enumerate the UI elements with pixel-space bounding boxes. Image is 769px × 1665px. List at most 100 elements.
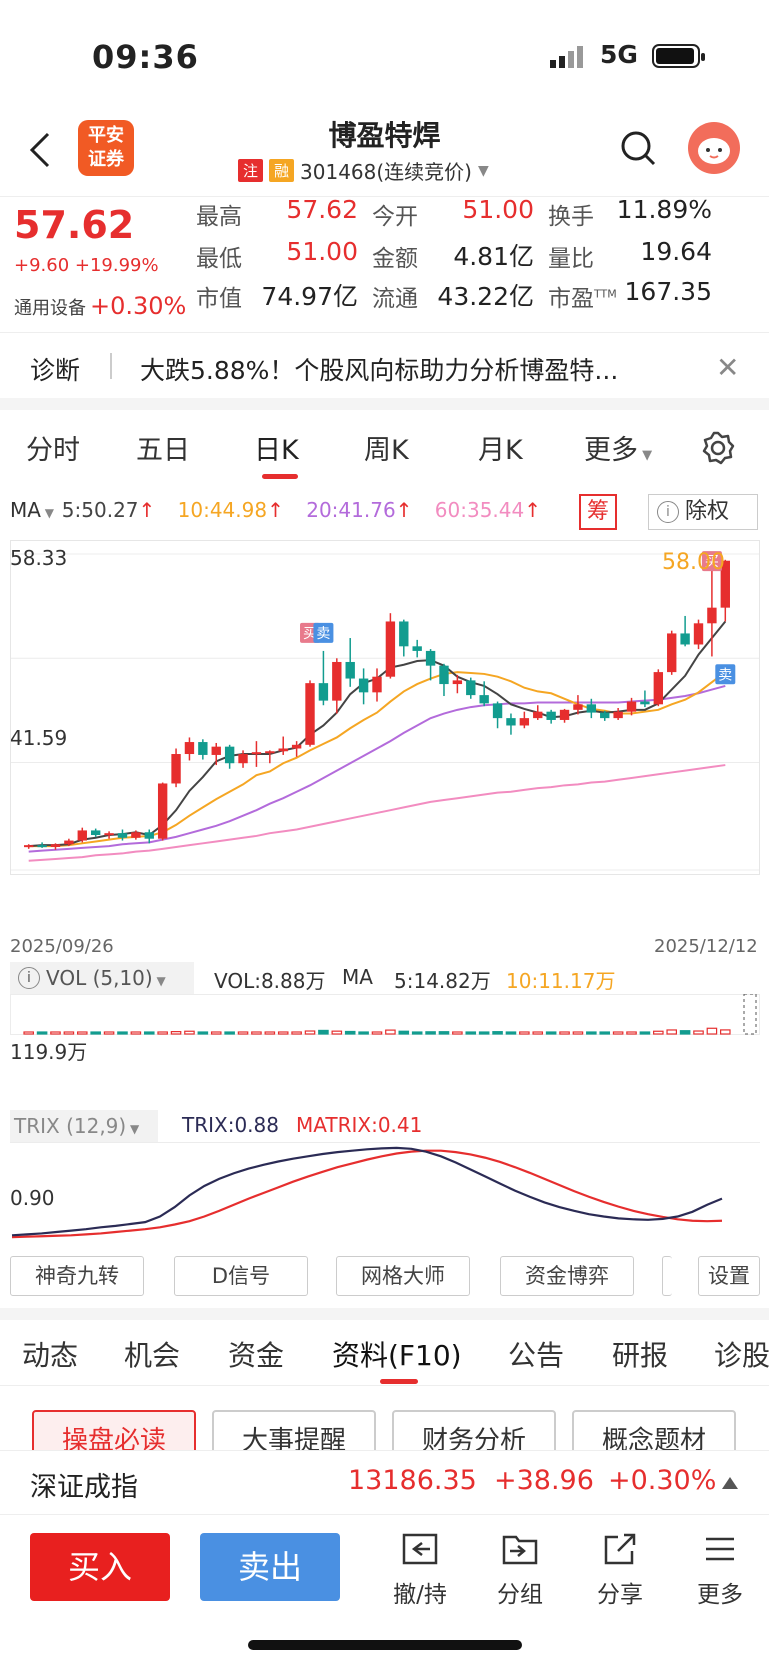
tool-nine-turns[interactable]: 神奇九转	[10, 1256, 144, 1296]
tool-d-signal[interactable]: D信号	[174, 1256, 308, 1296]
vol-ma10: 10:11.17万	[506, 969, 616, 993]
x-end-label: 2025/12/12	[654, 936, 758, 957]
quote-panel: 57.62 +9.60 +19.99% 通用设备 +0.30% 最高 57.62 今开…	[0, 195, 769, 330]
volume-bar	[277, 1031, 289, 1035]
more-button[interactable]: 更多	[680, 1529, 760, 1609]
candle	[385, 613, 396, 679]
gear-icon[interactable]	[700, 430, 736, 466]
candle	[399, 619, 409, 657]
chip-button[interactable]: 筹	[579, 494, 617, 530]
volume-bar	[170, 1031, 182, 1035]
volume-bar	[492, 1031, 503, 1035]
volume-bar	[599, 1031, 611, 1035]
ma-legend[interactable]: MA ▼ 5:50.27↑ 10:44.98↑ 20:41.76↑ 60:35.…	[10, 498, 542, 522]
y-mid-label: 41.59	[10, 726, 68, 750]
tab-research[interactable]: 研报	[612, 1339, 669, 1372]
volume-bar	[478, 1031, 490, 1035]
group-button[interactable]: 分组	[480, 1529, 560, 1609]
volume-bar	[653, 1030, 664, 1035]
candle	[640, 690, 650, 708]
candle	[305, 680, 315, 747]
tab-five-day[interactable]: 五日	[136, 435, 190, 466]
candle	[265, 750, 275, 764]
candle	[573, 695, 583, 715]
quote-label: 量比	[548, 246, 594, 272]
tab-f10[interactable]: 资料(F10)	[332, 1339, 462, 1372]
volume-bar	[130, 1031, 142, 1035]
buy-button[interactable]: 买入	[30, 1533, 170, 1601]
tab-weekly-k[interactable]: 周K	[364, 435, 409, 466]
candle	[519, 711, 530, 729]
stock-code-line[interactable]: 注 融 301468(连续竞价) ▼	[238, 156, 489, 185]
tab-more[interactable]: 更多 ▼	[584, 435, 653, 466]
volume-bar	[23, 1031, 34, 1035]
trix-selector[interactable]: TRIX (12,9) ▼	[10, 1110, 158, 1142]
trix-chart[interactable]	[10, 1142, 760, 1248]
index-change: +38.96	[494, 1465, 594, 1496]
quote-label: 金额	[372, 246, 418, 272]
volume-bar	[117, 1031, 128, 1035]
index-ticker[interactable]: 深证成指 13186.35 +38.96 +0.30%	[0, 1450, 769, 1514]
volume-bar	[720, 1029, 731, 1035]
trix-legend: TRIX (12,9) ▼ TRIX:0.88 MATRIX:0.41	[10, 1110, 760, 1142]
tool-grid-master[interactable]: 网格大师	[336, 1256, 470, 1296]
candle	[37, 842, 47, 848]
matrix-value: MATRIX:0.41	[296, 1113, 423, 1137]
quote-label: 换手	[548, 204, 594, 230]
sell-button[interactable]: 卖出	[200, 1533, 340, 1601]
sub-events[interactable]: 大事提醒	[212, 1410, 376, 1450]
candle	[90, 828, 101, 837]
quote-value: 167.35	[624, 277, 712, 306]
tab-monthly-k[interactable]: 月K	[478, 435, 523, 466]
ma10-value: 10:44.98	[177, 498, 268, 522]
volume-bar	[157, 1031, 168, 1035]
cancel-hold-button[interactable]: 撤/持	[380, 1529, 460, 1609]
close-icon[interactable]: ✕	[716, 351, 740, 384]
search-icon[interactable]	[618, 128, 658, 168]
volume-bar	[532, 1031, 544, 1035]
sector-info[interactable]: 通用设备 +0.30%	[14, 292, 186, 320]
ex-rights-button[interactable]: i 除权	[648, 494, 758, 530]
kline-chart[interactable]: 买卖买卖	[10, 540, 760, 934]
sub-concepts[interactable]: 概念题材	[572, 1410, 736, 1450]
expand-up-icon[interactable]	[722, 1477, 738, 1489]
broker-logo: 平安 证券	[78, 120, 134, 176]
share-button[interactable]: 分享	[580, 1529, 660, 1609]
tab-diagnosis[interactable]: 诊股	[714, 1339, 769, 1372]
volume-bar	[693, 1030, 704, 1035]
tab-daily-k[interactable]: 日K	[254, 435, 299, 466]
volume-bar	[586, 1031, 597, 1035]
tool-settings[interactable]: 设置	[698, 1256, 760, 1296]
matrix-line	[11, 1149, 723, 1239]
quote-value: 43.22亿	[437, 282, 534, 311]
tab-news[interactable]: 动态	[22, 1339, 79, 1372]
back-icon[interactable]	[26, 130, 56, 170]
tab-announcements[interactable]: 公告	[508, 1339, 565, 1372]
candle	[479, 681, 489, 707]
candle	[466, 677, 476, 699]
sub-trading-guide[interactable]: 操盘必读	[32, 1410, 196, 1450]
index-name: 深证成指	[30, 1472, 138, 1503]
battery-icon	[652, 44, 705, 68]
stock-header: 平安 证券 博盈特焊 注 融 301468(连续竞价) ▼	[0, 110, 769, 190]
tab-intraday[interactable]: 分时	[26, 435, 80, 466]
tab-opportunity[interactable]: 机会	[124, 1339, 181, 1372]
sub-financials[interactable]: 财务分析	[392, 1410, 556, 1450]
home-indicator	[248, 1640, 522, 1650]
status-time: 09:36	[92, 38, 199, 76]
assistant-avatar[interactable]	[688, 122, 740, 174]
quote-value: 57.62	[286, 195, 358, 224]
trix-axis-label: 0.90	[10, 1186, 55, 1210]
quote-value: 11.89%	[616, 195, 712, 224]
volume-bar	[318, 1029, 329, 1035]
tool-fund-game[interactable]: 资金博弈	[500, 1256, 634, 1296]
vol-selector[interactable]: i VOL (5,10) ▼	[10, 962, 194, 994]
volume-bar	[76, 1031, 88, 1035]
x-start-label: 2025/09/26	[10, 936, 114, 957]
volume-chart[interactable]	[10, 994, 760, 1100]
diagnosis-text: 大跌5.88%！个股风向标助力分析博盈特...	[140, 356, 619, 385]
tab-funds[interactable]: 资金	[228, 1339, 285, 1372]
volume-bar	[344, 1030, 356, 1035]
diagnosis-bar[interactable]: 诊断 大跌5.88%！个股风向标助力分析博盈特... ✕	[0, 332, 769, 398]
candle	[278, 736, 288, 755]
